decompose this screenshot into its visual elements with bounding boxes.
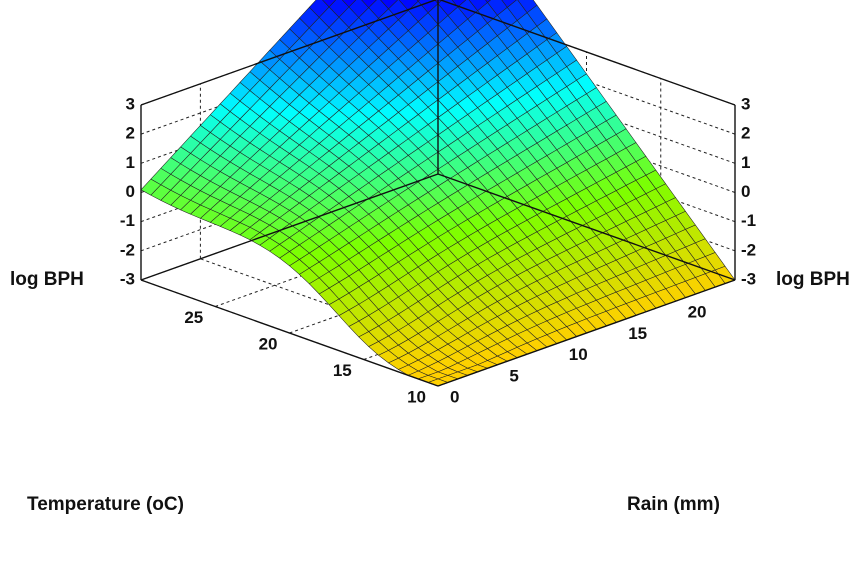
z-tick-label-right: -2 [741, 240, 756, 259]
frame-edge [140, 173, 439, 281]
z-axis-title-right: log BPH [776, 269, 850, 290]
z-tick-label-left: 1 [126, 153, 135, 172]
temperature-axis-title: Temperature (oC) [27, 494, 184, 515]
z-axis-title-left: log BPH [10, 269, 84, 290]
z-tick-label-left: -3 [120, 269, 135, 288]
z-tick-label-left: -1 [120, 211, 135, 230]
z-tick-label-left: 3 [126, 94, 135, 113]
rain-tick-label: 10 [569, 345, 588, 364]
frame-edge [140, 279, 439, 387]
frame-edge [437, 279, 736, 387]
rain-tick-label: 5 [509, 366, 518, 385]
frame-edge [438, 0, 736, 106]
z-tick-label-left: 0 [126, 182, 135, 201]
frame-edge [437, 173, 736, 281]
z-tick-label-right: 1 [741, 153, 750, 172]
temperature-tick-label: 15 [333, 361, 352, 380]
z-tick-label-right: 0 [741, 182, 750, 201]
z-tick-label-right: 3 [741, 94, 750, 113]
rain-tick-label: 20 [688, 303, 707, 322]
z-tick-label-right: 2 [741, 124, 750, 143]
z-tick-label-left: 2 [126, 124, 135, 143]
box-frame [140, 0, 736, 387]
temperature-tick-label: 20 [259, 334, 278, 353]
temperature-tick-label: 25 [184, 308, 203, 327]
z-tick-label-left: -2 [120, 240, 135, 259]
rain-axis-title: Rain (mm) [627, 494, 720, 515]
rain-tick-label: 0 [450, 387, 459, 406]
z-tick-label-right: -3 [741, 269, 756, 288]
z-tick-label-right: -1 [741, 211, 756, 230]
tick-labels: -3 -3 -2 -2 -1 -1 0 0 1 1 2 2 3 3 10 15 20 25 0 5 10 15 20 [120, 94, 756, 406]
rain-tick-label: 15 [628, 324, 647, 343]
temperature-tick-label: 10 [407, 387, 426, 406]
frame-edge [140, 0, 438, 106]
surface-patch [485, 0, 492, 3]
